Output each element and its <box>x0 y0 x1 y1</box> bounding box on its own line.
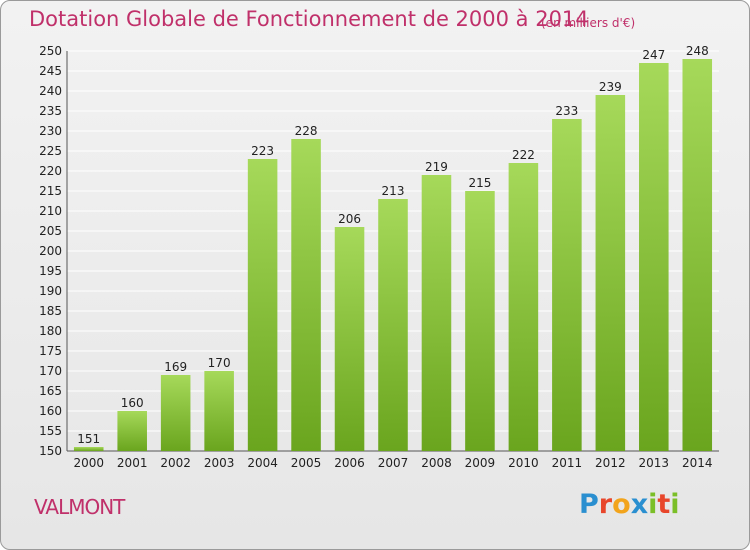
x-tick-label: 2009 <box>465 456 496 470</box>
x-tick-label: 2006 <box>334 456 365 470</box>
x-tick-label: 2012 <box>595 456 626 470</box>
x-tick-label: 2001 <box>117 456 148 470</box>
bar-value-label: 151 <box>77 432 100 446</box>
bar-value-label: 223 <box>251 144 274 158</box>
x-tick-label: 2005 <box>291 456 322 470</box>
y-tick-label: 235 <box>39 104 62 118</box>
bar-value-label: 247 <box>642 48 665 62</box>
proxiti-logo: Proxiti <box>579 489 680 520</box>
bar-2012 <box>595 95 626 451</box>
bar-2002 <box>160 375 191 451</box>
y-tick-label: 150 <box>39 444 62 458</box>
bar-value-label: 248 <box>686 44 709 58</box>
bar-value-label: 219 <box>425 160 448 174</box>
bar-value-label: 170 <box>208 356 231 370</box>
x-tick-label: 2013 <box>639 456 670 470</box>
y-tick-label: 195 <box>39 264 62 278</box>
bar-2014 <box>682 59 713 451</box>
bar-value-label: 213 <box>382 184 405 198</box>
x-tick-label: 2004 <box>247 456 278 470</box>
bar-value-label: 228 <box>295 124 318 138</box>
bar-2010 <box>508 163 539 451</box>
x-tick-label: 2000 <box>73 456 104 470</box>
bar-value-label: 222 <box>512 148 535 162</box>
bar-value-label: 206 <box>338 212 361 226</box>
chart-subtitle: (en milliers d'€) <box>541 16 636 30</box>
logo-letter: P <box>579 489 599 520</box>
bar-2007 <box>378 199 408 451</box>
bar-value-label: 233 <box>555 104 578 118</box>
bar-value-label: 239 <box>599 80 622 94</box>
y-tick-label: 250 <box>39 44 62 58</box>
x-tick-label: 2008 <box>421 456 452 470</box>
bar-2004 <box>247 159 278 451</box>
y-tick-label: 180 <box>39 324 62 338</box>
y-tick-label: 215 <box>39 184 62 198</box>
bar-2013 <box>639 63 669 451</box>
x-tick-label: 2011 <box>552 456 583 470</box>
y-tick-label: 190 <box>39 284 62 298</box>
chart-title: Dotation Globale de Fonctionnement de 20… <box>29 7 589 31</box>
y-tick-label: 225 <box>39 144 62 158</box>
x-tick-label: 2002 <box>160 456 191 470</box>
bar-value-label: 169 <box>164 360 187 374</box>
bar-2001 <box>117 411 147 451</box>
y-tick-label: 205 <box>39 224 62 238</box>
y-tick-label: 200 <box>39 244 62 258</box>
bar-2009 <box>465 191 495 451</box>
x-tick-label: 2003 <box>204 456 235 470</box>
y-tick-label: 155 <box>39 424 62 438</box>
logo-letter: i <box>670 489 680 520</box>
logo-letter: t <box>657 489 671 520</box>
bar-value-label: 160 <box>121 396 144 410</box>
x-tick-label: 2010 <box>508 456 539 470</box>
y-tick-label: 160 <box>39 404 62 418</box>
logo-letter: i <box>648 489 658 520</box>
bar-2003 <box>204 371 234 451</box>
bar-2005 <box>291 139 321 451</box>
bar-2006 <box>334 227 365 451</box>
y-tick-label: 240 <box>39 84 62 98</box>
x-tick-label: 2014 <box>682 456 713 470</box>
town-name: VALMONT <box>34 495 125 519</box>
y-tick-label: 170 <box>39 364 62 378</box>
y-tick-label: 230 <box>39 124 62 138</box>
x-tick-label: 2007 <box>378 456 409 470</box>
logo-letter: o <box>612 489 631 520</box>
logo-letter: x <box>630 489 649 520</box>
bar-2008 <box>421 175 452 451</box>
bar-value-label: 215 <box>468 176 491 190</box>
y-tick-label: 175 <box>39 344 62 358</box>
bar-2000 <box>73 447 104 451</box>
bar-2011 <box>552 119 582 451</box>
y-tick-label: 210 <box>39 204 62 218</box>
logo-letter: r <box>598 489 613 520</box>
y-tick-label: 185 <box>39 304 62 318</box>
y-tick-label: 245 <box>39 64 62 78</box>
y-tick-label: 165 <box>39 384 62 398</box>
y-tick-label: 220 <box>39 164 62 178</box>
